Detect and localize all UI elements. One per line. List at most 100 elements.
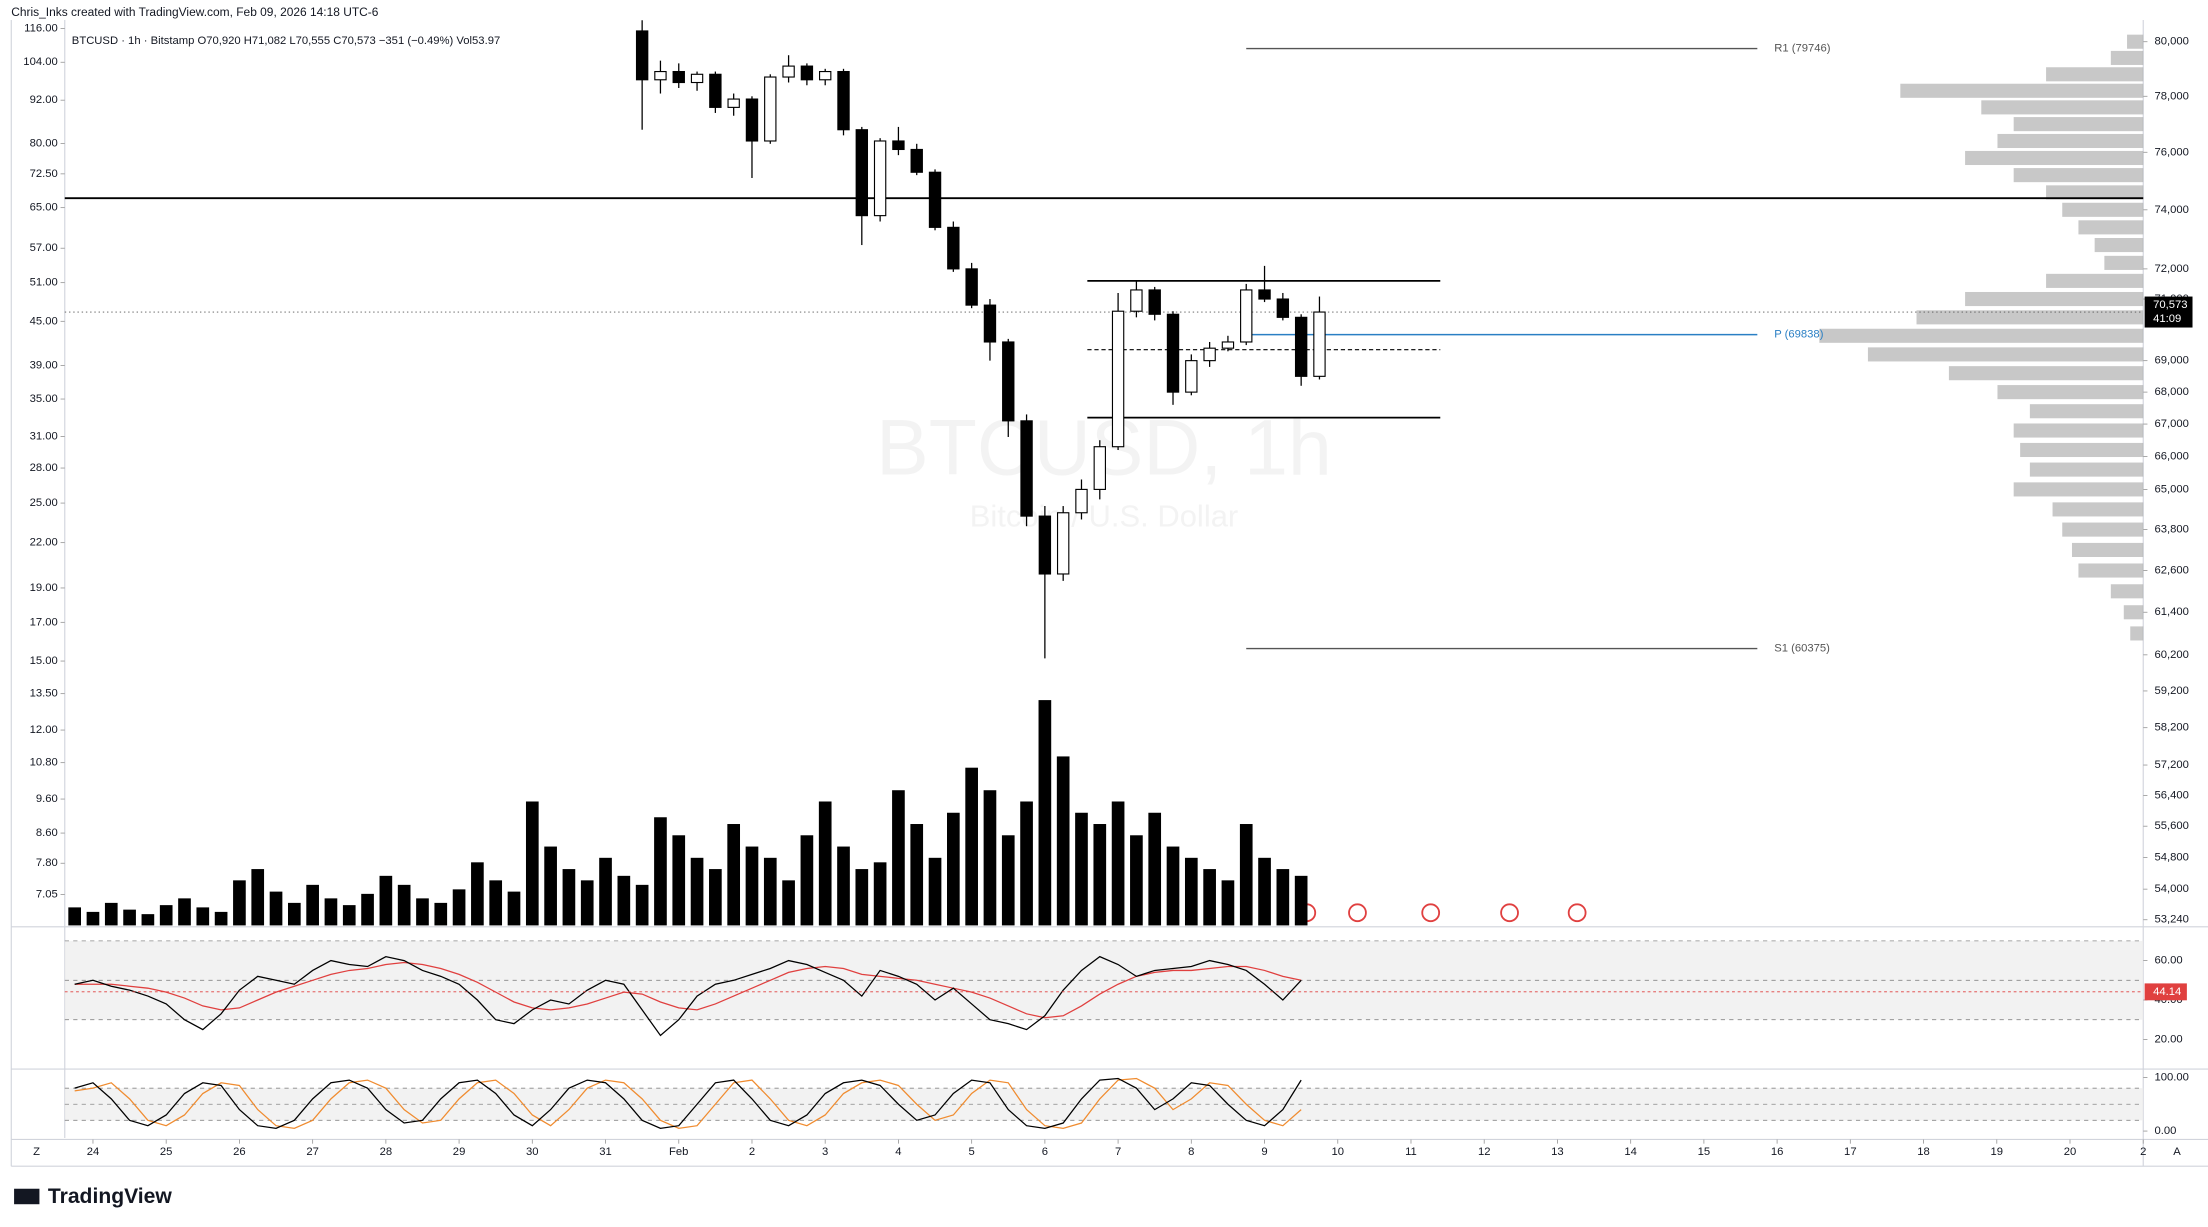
- y-tick-label: 60,200: [2154, 649, 2188, 661]
- candle-body: [800, 65, 814, 81]
- volume-bar: [178, 898, 191, 926]
- volume-bar: [1130, 835, 1143, 926]
- volume-profile-bar: [2110, 584, 2144, 599]
- volume-profile-bar: [2046, 185, 2144, 200]
- y-tick-label: 39.00: [30, 360, 58, 372]
- volume-profile-bar: [2013, 482, 2144, 497]
- y-tick-label: 35.00: [30, 393, 58, 405]
- volume-profile-bar: [2127, 34, 2144, 49]
- volume-bar: [471, 862, 484, 926]
- x-tick-label: 20: [2064, 1146, 2077, 1158]
- volume-bar: [965, 767, 978, 926]
- x-tick-label: 30: [526, 1146, 539, 1158]
- volume-bar: [452, 889, 466, 926]
- y-tick-label: 72.50: [30, 168, 58, 180]
- volume-bar: [86, 911, 100, 926]
- volume-profile-bar: [2013, 117, 2144, 132]
- volume-bar: [873, 862, 887, 926]
- volume-bar: [580, 880, 594, 926]
- volume-bar: [617, 875, 631, 926]
- y-tick-label: 104.00: [23, 56, 57, 68]
- x-tick-label: 19: [1991, 1146, 2004, 1158]
- candle-body: [709, 73, 722, 108]
- y-tick-label: 53,240: [2154, 914, 2188, 926]
- candle-body: [1203, 347, 1216, 362]
- volume-profile-bar: [1997, 133, 2144, 149]
- volume-bar: [379, 875, 393, 926]
- candle-body: [837, 70, 850, 131]
- candle-body: [1002, 341, 1015, 422]
- volume-bar: [690, 857, 704, 926]
- x-tick-label: 17: [1844, 1146, 1857, 1158]
- volume-bar: [599, 857, 612, 926]
- volume-bar: [800, 835, 814, 926]
- candle-body: [654, 70, 667, 81]
- volume-bar: [782, 880, 795, 926]
- volume-bar: [489, 880, 503, 926]
- volume-bar: [306, 884, 319, 926]
- volume-bar: [269, 891, 283, 926]
- candle-body: [782, 65, 795, 78]
- volume-bar: [1184, 857, 1198, 926]
- y-tick-label: 67,000: [2154, 418, 2188, 430]
- y-tick-label: 7.05: [36, 888, 58, 900]
- y-tick-label: 51.00: [30, 277, 58, 289]
- y-tick-label: 62,600: [2154, 564, 2188, 576]
- volume-profile-bar: [1981, 100, 2144, 115]
- candle-body: [672, 70, 685, 84]
- y-tick-label: 13.50: [30, 688, 58, 700]
- candle-body: [1258, 289, 1271, 300]
- x-tick-label: 29: [453, 1146, 466, 1158]
- y-tick-label: 72,000: [2154, 263, 2188, 275]
- volume-bar: [233, 880, 246, 926]
- volume-profile-bar: [2078, 220, 2144, 235]
- x-tick-label: 5: [969, 1146, 975, 1158]
- x-tick-label: 31: [599, 1146, 612, 1158]
- y-tick-label: 7.80: [36, 857, 58, 869]
- y-tick-label: 8.60: [36, 827, 58, 839]
- volume-bar: [837, 846, 850, 926]
- candle-body: [1038, 515, 1052, 575]
- y-tick-label: 12.00: [30, 724, 58, 736]
- volume-bar: [1239, 824, 1253, 926]
- y-tick-label: 57.00: [30, 242, 58, 254]
- candle-body: [1020, 420, 1033, 517]
- volume-bar: [1020, 801, 1033, 926]
- candle-body: [1075, 488, 1088, 514]
- candle-body: [892, 140, 905, 151]
- y-tick-label: 19.00: [30, 582, 58, 594]
- y-tick-label: 25.00: [30, 497, 58, 509]
- candle-body: [1056, 512, 1070, 575]
- y-tick-label: 55,600: [2154, 820, 2188, 832]
- y-tick-label: 9.60: [36, 793, 58, 805]
- volume-bar: [672, 835, 686, 926]
- candle-body: [1240, 289, 1253, 343]
- volume-profile-bar: [1900, 83, 2144, 98]
- volume-bar: [1221, 880, 1235, 926]
- volume-profile-bar: [2029, 462, 2144, 477]
- volume-profile-bar: [1867, 347, 2144, 362]
- volume-bar: [434, 902, 448, 926]
- auto-button[interactable]: A: [2173, 1146, 2181, 1158]
- zoom-button[interactable]: Z: [33, 1146, 40, 1158]
- volume-bar: [361, 893, 374, 926]
- volume-profile-bar: [1948, 366, 2144, 381]
- volume-bar: [1093, 824, 1107, 926]
- volume-profile-bar: [1965, 150, 2144, 166]
- candle-body: [745, 98, 759, 142]
- y-tick-label: 28.00: [30, 462, 58, 474]
- y-tick-label: 78,000: [2154, 90, 2188, 102]
- volume-profile-bar: [2078, 563, 2144, 578]
- volume-bar: [1148, 812, 1162, 926]
- y-tick-label: 92.00: [30, 94, 58, 106]
- candle-body: [873, 140, 887, 217]
- volume-profile-bar: [2013, 168, 2144, 183]
- y-tick-label: 65.00: [30, 202, 58, 214]
- y-tick-label: 74,000: [2154, 204, 2188, 216]
- y-tick-label: 63,800: [2154, 524, 2188, 536]
- volume-profile-bar: [2110, 50, 2144, 65]
- x-tick-label: 24: [87, 1146, 100, 1158]
- last-value-label: 44.14: [2153, 986, 2181, 998]
- indicator-line: [74, 1077, 1302, 1130]
